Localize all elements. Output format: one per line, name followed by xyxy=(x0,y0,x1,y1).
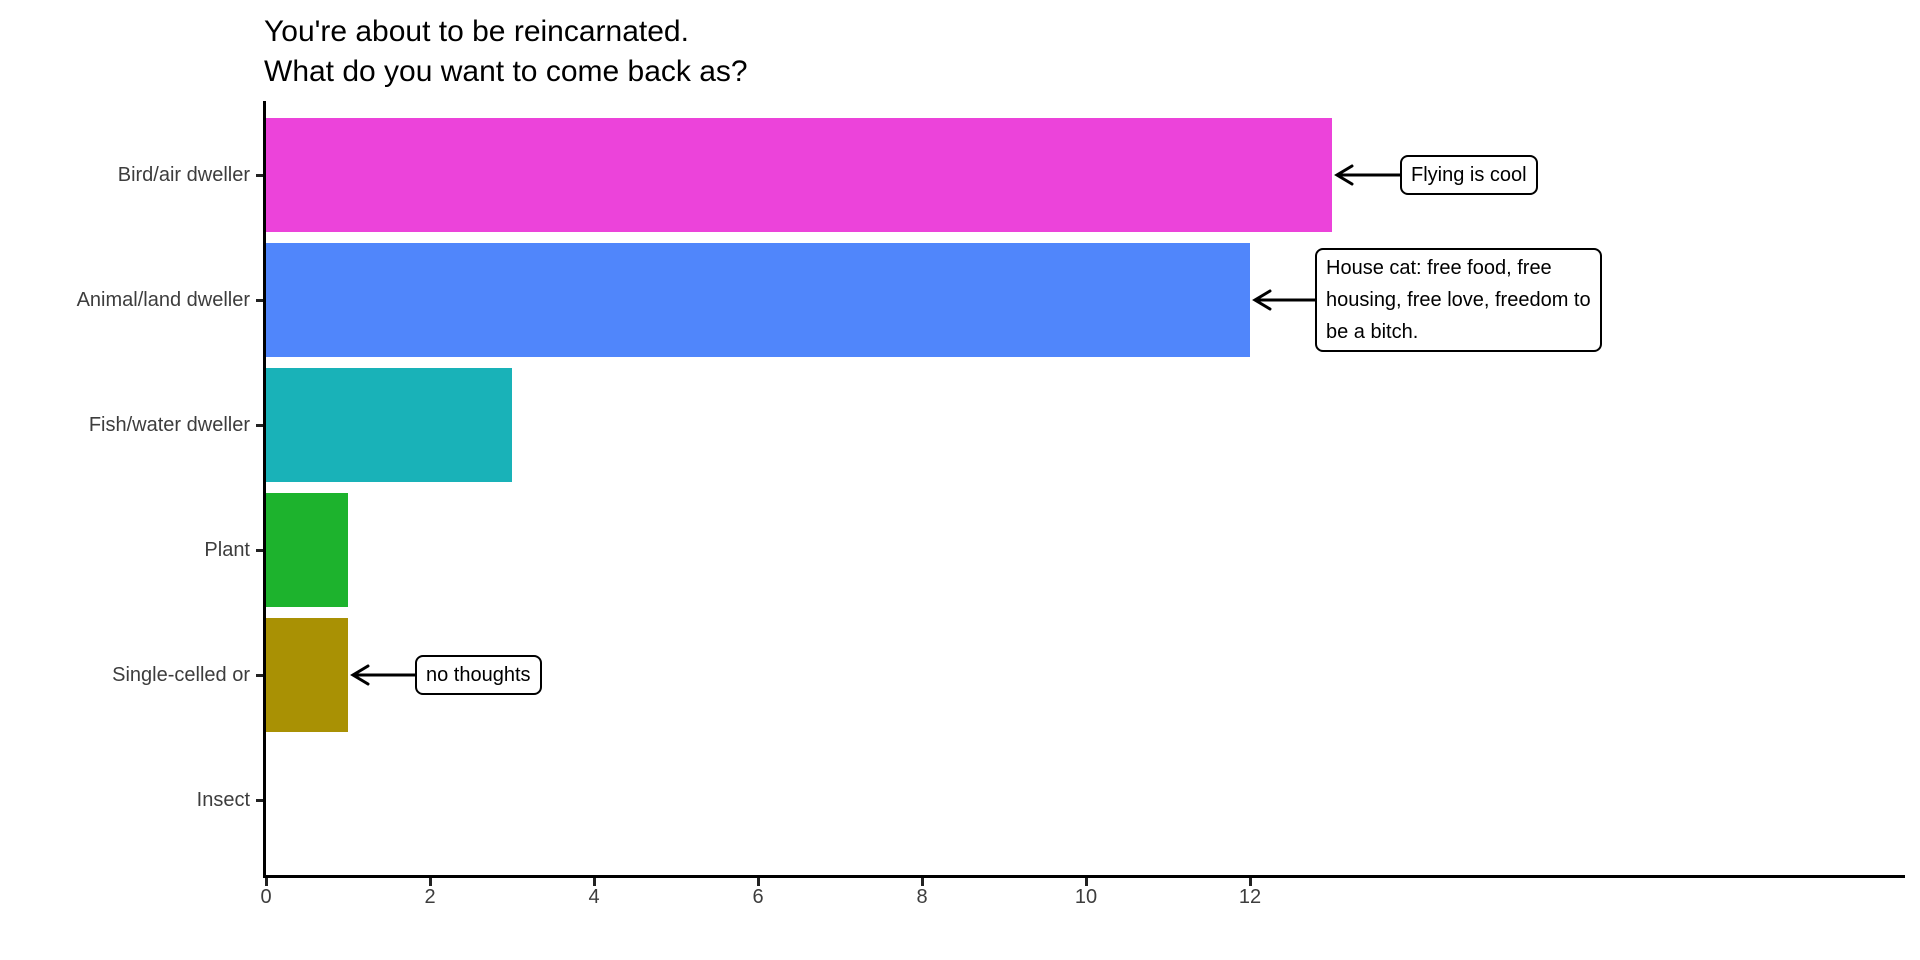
x-axis-tick-mark-8 xyxy=(921,878,924,886)
x-axis-tick-mark-12 xyxy=(1249,878,1252,886)
y-axis-tick-single-celled-or xyxy=(256,674,263,677)
bar-bird-air-dweller xyxy=(266,118,1332,232)
y-axis-tick-plant xyxy=(256,549,263,552)
bar-fish-water-dweller xyxy=(266,368,512,482)
bar-single-celled-or xyxy=(266,618,348,732)
y-axis-tick-animal-land-dweller xyxy=(256,299,263,302)
y-axis-label-animal-land-dweller: Animal/land dweller xyxy=(76,289,250,311)
annotation-text-line: housing, free love, freedom to xyxy=(1326,289,1591,311)
bar-animal-land-dweller xyxy=(266,243,1250,357)
x-axis-tick-mark-4 xyxy=(593,878,596,886)
x-axis-tick-label-4: 4 xyxy=(588,886,600,908)
y-axis-tick-insect xyxy=(256,799,263,802)
x-axis-tick-label-8: 8 xyxy=(916,886,928,908)
y-axis-label-insect: Insect xyxy=(196,789,250,811)
y-axis-label-single-celled-or: Single-celled or xyxy=(112,664,250,686)
annotation-box-flying-is-cool: Flying is cool xyxy=(1400,155,1538,195)
y-axis-label-plant: Plant xyxy=(204,539,250,561)
chart-title-line-2: What do you want to come back as? xyxy=(264,55,748,88)
x-axis-tick-label-12: 12 xyxy=(1238,886,1262,908)
annotation-arrowhead-icon xyxy=(1334,164,1354,186)
bar-plant xyxy=(266,493,348,607)
annotation-arrowhead-icon xyxy=(1252,289,1272,311)
x-axis-tick-label-0: 0 xyxy=(260,886,272,908)
annotation-text-line: no thoughts xyxy=(426,664,531,686)
x-axis-tick-mark-10 xyxy=(1085,878,1088,886)
y-axis-tick-fish-water-dweller xyxy=(256,424,263,427)
annotation-text-line: Flying is cool xyxy=(1411,164,1527,186)
y-axis-label-fish-water-dweller: Fish/water dweller xyxy=(88,414,250,436)
x-axis-tick-mark-6 xyxy=(757,878,760,886)
x-axis-spine xyxy=(263,875,1905,878)
y-axis-label-bird-air-dweller: Bird/air dweller xyxy=(117,164,250,186)
y-axis-tick-bird-air-dweller xyxy=(256,174,263,177)
annotation-text-line: House cat: free food, free xyxy=(1326,257,1552,279)
annotation-box-no-thoughts: no thoughts xyxy=(415,655,542,695)
x-axis-tick-mark-0 xyxy=(265,878,268,886)
x-axis-tick-label-2: 2 xyxy=(424,886,436,908)
annotation-text-line: be a bitch. xyxy=(1326,321,1419,343)
annotation-arrowhead-icon xyxy=(350,664,370,686)
x-axis-tick-label-6: 6 xyxy=(752,886,764,908)
x-axis-tick-label-10: 10 xyxy=(1074,886,1098,908)
y-axis-spine xyxy=(263,101,266,878)
x-axis-tick-mark-2 xyxy=(429,878,432,886)
annotation-box-house-cat-free-food-free: House cat: free food, free housing, free … xyxy=(1315,248,1602,352)
chart-title: You're about to be reincarnated. What do… xyxy=(264,12,748,92)
chart-title-line-1: You're about to be reincarnated. xyxy=(264,15,689,48)
